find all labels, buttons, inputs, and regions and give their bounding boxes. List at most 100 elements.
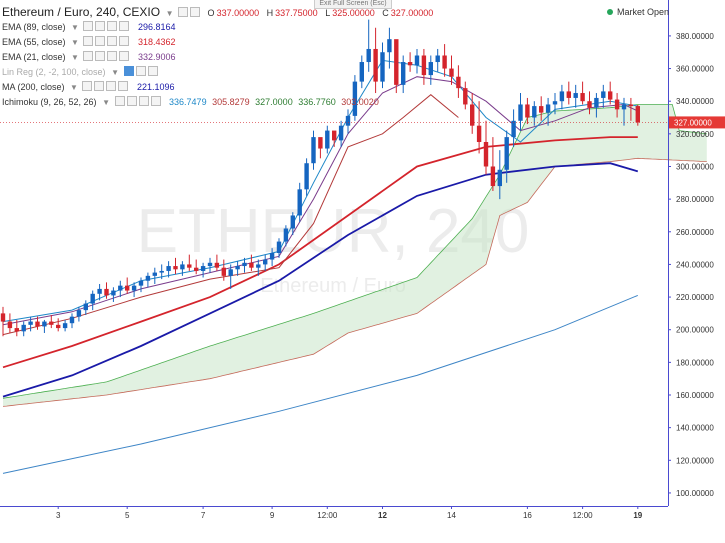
candle [621, 97, 627, 126]
visibility-icon[interactable] [178, 7, 189, 17]
last-price-label: 327.00000 [674, 118, 712, 127]
indicator-row-ema55[interactable]: EMA (55, close) ▼ 318.4362 [2, 35, 433, 50]
candle-body [304, 163, 309, 190]
candle-body [69, 316, 75, 324]
visibility-icon[interactable] [83, 21, 94, 31]
settings-icon[interactable] [94, 81, 105, 91]
close-icon[interactable] [107, 51, 118, 61]
candle [525, 97, 530, 125]
indicator-row-ema89[interactable]: EMA (89, close) ▼ 296.8164 [2, 20, 433, 35]
indicator-label[interactable]: MA (200, close) [2, 82, 65, 92]
visibility-icon[interactable] [82, 81, 93, 91]
close-icon[interactable] [107, 36, 118, 46]
candle [594, 93, 599, 118]
indicator-label[interactable]: EMA (89, close) [2, 22, 66, 32]
candle [14, 319, 19, 337]
candle-body [166, 266, 171, 271]
candle [0, 306, 6, 337]
high-label: H [266, 8, 274, 18]
indicator-row-ma200[interactable]: MA (200, close) ▼ 221.1096 [2, 80, 433, 95]
ichimoku-cloud [3, 104, 707, 407]
candle-body [200, 266, 206, 271]
symbol-watermark-subtitle: Ethereum / Euro [260, 275, 406, 297]
indicator-value: 332.9006 [138, 52, 176, 62]
candle-body [476, 125, 482, 143]
chevron-down-icon[interactable]: ▼ [111, 68, 119, 77]
y-tick-label: 160.00000 [676, 391, 714, 400]
indicator-label[interactable]: EMA (21, close) [2, 52, 66, 62]
settings-icon[interactable] [95, 51, 106, 61]
candle [414, 48, 420, 74]
settings-icon[interactable] [95, 36, 106, 46]
more-icon[interactable] [150, 96, 161, 106]
indicator-row-ema21[interactable]: EMA (21, close) ▼ 332.9006 [2, 50, 433, 65]
ichimoku-span-b-value: 303.0020 [341, 97, 379, 107]
symbol-title[interactable]: Ethereum / Euro, 240, CEXIO [2, 5, 161, 19]
visibility-icon[interactable] [123, 66, 134, 76]
candle [242, 257, 247, 273]
indicator-label[interactable]: EMA (55, close) [2, 37, 66, 47]
chevron-down-icon[interactable]: ▼ [165, 9, 174, 18]
indicator-row-ichimoku[interactable]: Ichimoku (9, 26, 52, 26) ▼ 336.7479 305.… [2, 95, 433, 110]
close-icon[interactable] [147, 66, 158, 76]
chevron-down-icon[interactable]: ▼ [71, 53, 79, 62]
chevron-down-icon[interactable]: ▼ [102, 98, 110, 107]
candle [28, 316, 33, 332]
close-icon[interactable] [106, 81, 117, 91]
candle-body [214, 262, 220, 268]
more-icon[interactable] [118, 81, 129, 91]
exit-fullscreen-tab[interactable]: Exit Full Screen (Esc) [314, 0, 392, 9]
candle-body [373, 48, 378, 82]
visibility-icon[interactable] [83, 51, 94, 61]
candle [69, 313, 75, 329]
more-icon[interactable] [119, 51, 130, 61]
visibility-icon[interactable] [114, 96, 125, 106]
candle [401, 55, 406, 94]
settings-icon[interactable] [135, 66, 146, 76]
candle [552, 93, 558, 115]
indicator-row-linreg[interactable]: Lin Reg (2, -2, 100, close) ▼ [2, 65, 433, 80]
last-price-badge [669, 116, 725, 129]
candle-body [242, 262, 247, 267]
more-icon[interactable] [119, 36, 130, 46]
visibility-icon[interactable] [83, 36, 94, 46]
candle-body [442, 55, 447, 69]
settings-icon[interactable] [95, 21, 106, 31]
candle [345, 109, 351, 134]
candle-body [621, 104, 627, 110]
chevron-down-icon[interactable]: ▼ [70, 83, 78, 92]
candle [180, 261, 185, 276]
candle-body [276, 241, 282, 253]
candle [318, 137, 323, 159]
chevron-down-icon[interactable]: ▼ [71, 38, 79, 47]
candle-body [76, 310, 82, 317]
indicator-label[interactable]: Lin Reg (2, -2, 100, close) [2, 67, 106, 77]
candle-body [325, 130, 330, 149]
candle [104, 282, 109, 299]
candle [490, 137, 496, 191]
candle [283, 225, 289, 247]
candle-body [104, 288, 109, 296]
candle [311, 130, 316, 170]
candle-body [580, 93, 585, 102]
x-tick-label: 3 [56, 511, 61, 520]
indicator-label[interactable]: Ichimoku (9, 26, 52, 26) [2, 97, 97, 107]
candle [407, 52, 413, 72]
settings-icon[interactable] [190, 7, 201, 17]
candle [269, 248, 275, 267]
more-icon[interactable] [119, 21, 130, 31]
candle [90, 290, 95, 311]
candle-body [173, 266, 178, 270]
close-icon[interactable] [138, 96, 149, 106]
candle-body [387, 39, 392, 53]
candle-body [131, 285, 137, 291]
settings-icon[interactable] [126, 96, 137, 106]
close-icon[interactable] [107, 21, 118, 31]
candle [511, 109, 516, 147]
candle-body [297, 189, 302, 216]
candle [394, 39, 399, 94]
chevron-down-icon[interactable]: ▼ [71, 23, 79, 32]
candle-body [152, 272, 157, 276]
candle-body [194, 267, 199, 271]
